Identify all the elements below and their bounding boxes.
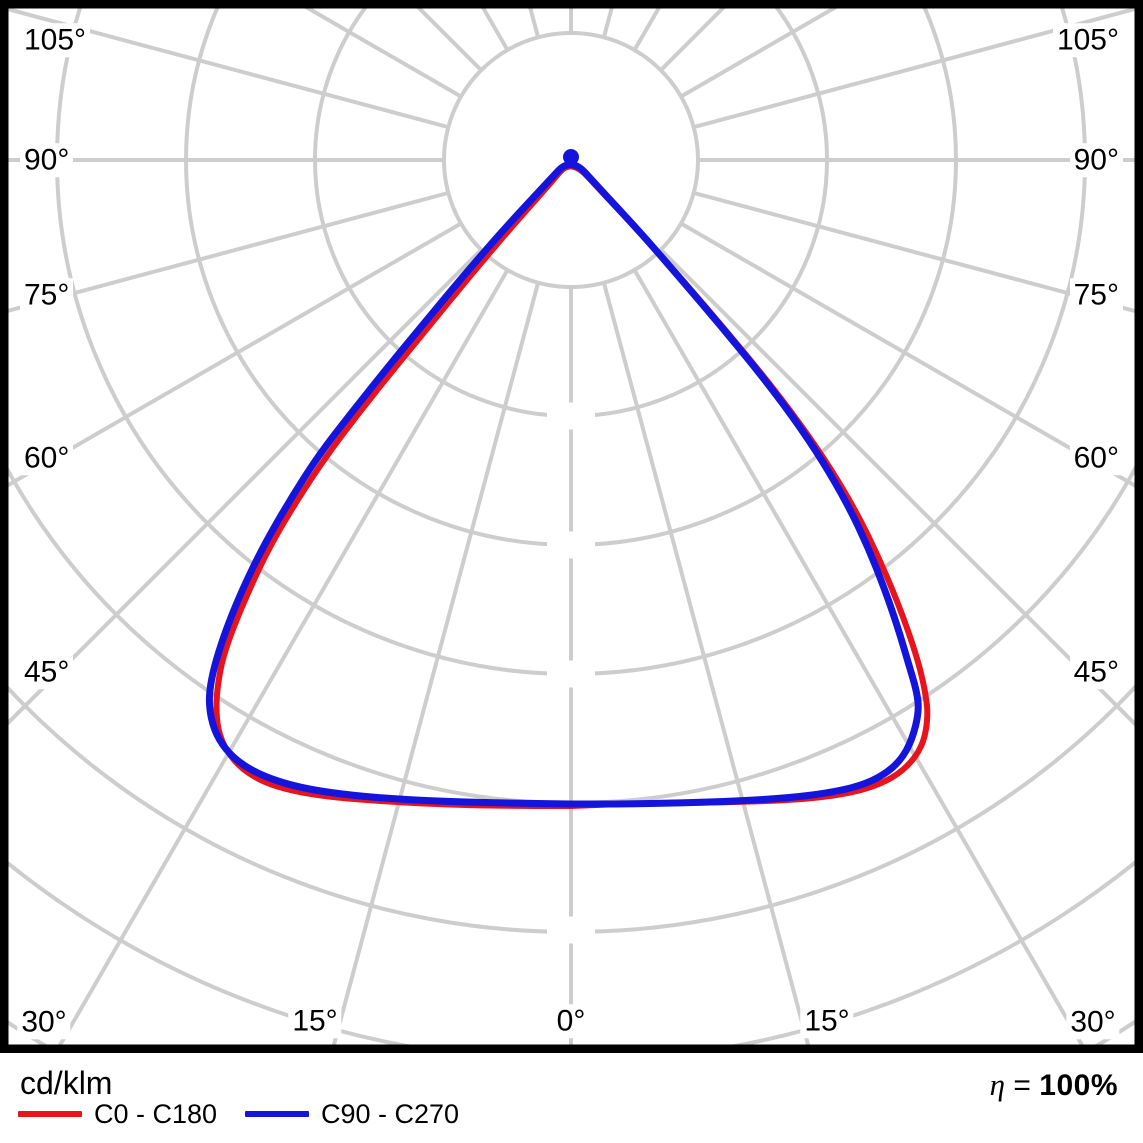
value-label-box (547, 660, 595, 688)
legend-label: C0 - C180 (94, 1099, 218, 1129)
angle-label: 75° (20, 278, 74, 312)
angle-label: 90° (1069, 143, 1123, 177)
chart-frame (0, 0, 1143, 1053)
eta-equals: = (1013, 1069, 1031, 1102)
eta-symbol: η (989, 1067, 1006, 1102)
value-label-box (547, 916, 595, 944)
angle-label: 15° (800, 1004, 854, 1038)
angle-label: 75° (1069, 278, 1123, 312)
angle-label: 105° (20, 23, 91, 57)
legend-swatch-red (18, 1111, 82, 1117)
angle-label: 30° (17, 1005, 71, 1039)
angle-label: 60° (1069, 441, 1123, 475)
legend-label: C90 - C270 (321, 1099, 460, 1129)
curve-apex-marker (563, 149, 579, 165)
intensity-curves (0, 0, 1143, 1053)
angle-label: 105° (1052, 23, 1123, 57)
angle-label: 90° (20, 143, 74, 177)
legend-swatch-blue (245, 1111, 309, 1117)
angle-label: 45° (1069, 655, 1123, 689)
efficiency-label: η = 100% (990, 1067, 1118, 1103)
eta-value: 100% (1039, 1069, 1118, 1102)
angle-label: 0° (552, 1004, 590, 1038)
angle-label: 15° (288, 1004, 342, 1038)
angle-labels-layer: 105° 90° 75° 60° 45° 105° 90° 75° 60° 45° 30° 15° 0°… (17, 23, 1123, 1039)
curve-c0-c180 (213, 163, 931, 809)
curve-c90-c270 (205, 161, 922, 808)
angle-label: 30° (1066, 1005, 1120, 1039)
legend-area: cd/klm η = 100% C0 - C180 C90 - C270 (0, 1053, 1143, 1143)
angle-label: 45° (20, 655, 74, 689)
value-label-box (547, 531, 595, 559)
units-label: cd/klm (20, 1065, 113, 1101)
angle-label: 60° (20, 441, 74, 475)
value-label-box (547, 402, 595, 430)
